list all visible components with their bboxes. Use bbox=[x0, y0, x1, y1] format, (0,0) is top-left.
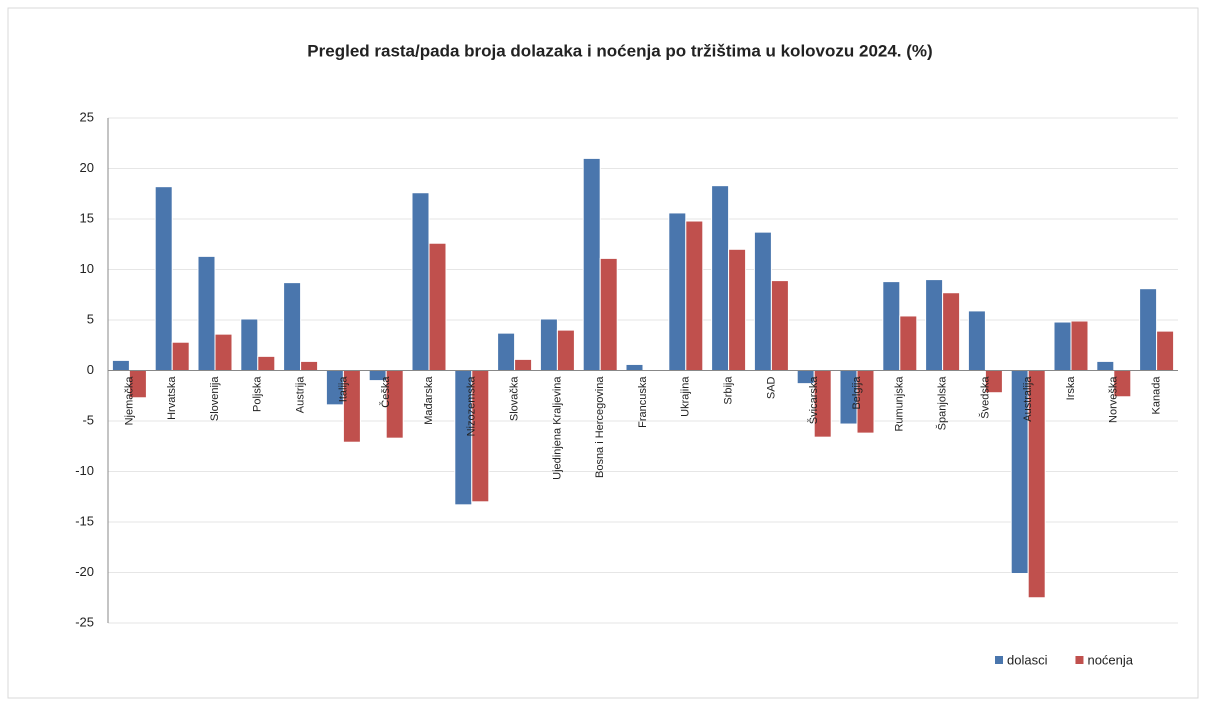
bar bbox=[1156, 330, 1175, 371]
bar bbox=[599, 257, 618, 372]
x-tick-label: Ujedinjena Kraljevina bbox=[551, 376, 563, 480]
bar bbox=[197, 255, 216, 371]
bar bbox=[214, 333, 233, 372]
x-tick-label: Irska bbox=[1065, 376, 1077, 401]
chart-title: Pregled rasta/pada broja dolazaka i noće… bbox=[307, 41, 932, 60]
bar bbox=[428, 242, 447, 372]
bar bbox=[240, 318, 259, 371]
bar bbox=[556, 329, 575, 372]
legend-swatch bbox=[1075, 656, 1084, 664]
bar bbox=[300, 360, 319, 372]
bar bbox=[882, 281, 901, 371]
x-tick-label: Kanada bbox=[1151, 376, 1163, 415]
x-tick-label: Hrvatska bbox=[166, 376, 178, 420]
bar bbox=[1139, 288, 1158, 371]
bar bbox=[411, 192, 430, 371]
bar bbox=[899, 315, 918, 371]
y-tick-label: 10 bbox=[80, 261, 94, 276]
bar bbox=[728, 248, 747, 371]
legend-swatch bbox=[995, 656, 1003, 664]
y-tick-label: -10 bbox=[75, 463, 94, 478]
x-tick-label: Njemačka bbox=[123, 376, 135, 426]
y-tick-label: 5 bbox=[87, 311, 94, 326]
x-tick-label: Mađarska bbox=[423, 376, 435, 425]
y-tick-label: -20 bbox=[75, 564, 94, 579]
bar bbox=[753, 231, 772, 371]
y-tick-label: 25 bbox=[80, 109, 94, 124]
bar bbox=[154, 186, 173, 371]
x-tick-label: Norveška bbox=[1108, 376, 1120, 423]
x-tick-label: Nizozemska bbox=[466, 376, 478, 437]
x-tick-label: Francuska bbox=[637, 376, 649, 428]
x-tick-label: Australija bbox=[1022, 376, 1034, 422]
legend-label: noćenja bbox=[1087, 652, 1133, 667]
x-tick-label: Poljska bbox=[252, 376, 264, 412]
x-tick-label: Srbija bbox=[723, 376, 735, 405]
bar bbox=[711, 185, 730, 371]
bar bbox=[514, 358, 533, 372]
bar bbox=[967, 310, 986, 372]
bar bbox=[1053, 321, 1072, 371]
x-tick-label: Češka bbox=[379, 376, 392, 408]
bar bbox=[257, 355, 276, 371]
y-tick-label: -15 bbox=[75, 513, 94, 528]
x-tick-label: Španjolska bbox=[936, 376, 949, 431]
bar bbox=[171, 341, 190, 372]
x-tick-label: Bosna i Hercegovina bbox=[594, 376, 606, 478]
y-tick-label: 15 bbox=[80, 210, 94, 225]
bar bbox=[582, 157, 601, 371]
y-tick-label: 20 bbox=[80, 160, 94, 175]
x-tick-label: Švedska bbox=[978, 376, 991, 419]
x-tick-label: Švicarska bbox=[807, 376, 820, 425]
bar bbox=[668, 212, 687, 371]
x-tick-label: Slovenija bbox=[209, 376, 221, 422]
x-tick-label: Austrija bbox=[295, 376, 307, 414]
bar bbox=[925, 279, 944, 372]
x-tick-label: Rumunjska bbox=[894, 376, 906, 432]
bar bbox=[1096, 360, 1115, 372]
y-tick-label: -25 bbox=[75, 614, 94, 629]
y-tick-label: 0 bbox=[87, 362, 94, 377]
bar bbox=[539, 318, 558, 371]
x-tick-label: Italija bbox=[337, 376, 349, 403]
bar bbox=[283, 282, 302, 372]
legend-label: dolasci bbox=[1007, 652, 1048, 667]
bar bbox=[111, 359, 130, 371]
bar bbox=[1070, 320, 1089, 372]
x-tick-label: SAD bbox=[765, 376, 777, 399]
bar bbox=[685, 220, 704, 371]
bar bbox=[625, 363, 644, 372]
x-tick-label: Slovačka bbox=[509, 376, 521, 422]
bar bbox=[497, 332, 516, 372]
x-tick-label: Belgija bbox=[851, 376, 863, 410]
y-tick-label: -5 bbox=[82, 412, 94, 427]
bar bbox=[942, 292, 961, 372]
x-tick-label: Ukrajina bbox=[680, 376, 692, 417]
bar bbox=[770, 280, 789, 371]
